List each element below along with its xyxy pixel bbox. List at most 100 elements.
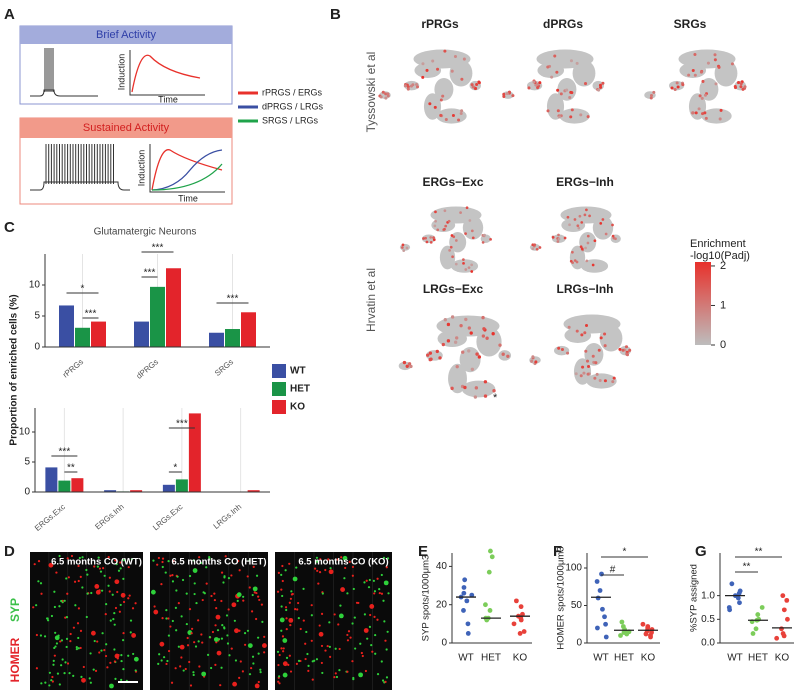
- umap-dot: [703, 93, 707, 97]
- puncta: [159, 641, 165, 647]
- curve: [151, 163, 223, 191]
- umap-dot: [453, 340, 458, 344]
- puncta: [352, 676, 355, 680]
- puncta: [50, 679, 53, 682]
- puncta: [367, 586, 371, 589]
- umap-dot: [428, 357, 432, 362]
- umap-dot: [569, 115, 573, 119]
- umap-cluster: [476, 327, 502, 357]
- umap-dot: [597, 88, 601, 92]
- puncta: [109, 661, 112, 664]
- puncta: [277, 571, 280, 574]
- umap-dot: [599, 85, 603, 89]
- umap-dot: [455, 364, 459, 369]
- point: [784, 597, 790, 603]
- umap-dot: [593, 376, 597, 380]
- umap-dot: [451, 113, 455, 118]
- puncta: [169, 574, 172, 577]
- umap-dot: [475, 82, 479, 87]
- puncta: [257, 595, 260, 598]
- y-tick-label: 5: [34, 311, 40, 322]
- umap-dot: [379, 95, 383, 99]
- puncta: [258, 598, 261, 602]
- umap-dot: [624, 345, 629, 349]
- puncta: [304, 657, 307, 661]
- puncta: [346, 592, 349, 595]
- puncta: [295, 662, 298, 665]
- umap-dot: [451, 255, 454, 259]
- point: [465, 621, 471, 627]
- puncta: [213, 637, 219, 642]
- puncta: [172, 560, 175, 563]
- puncta: [307, 669, 310, 672]
- puncta: [53, 590, 56, 593]
- puncta: [242, 595, 245, 598]
- umap-cluster: [573, 358, 592, 385]
- x-tick-label: KO: [513, 653, 528, 664]
- puncta: [276, 590, 280, 593]
- umap-dot: [531, 243, 535, 247]
- puncta: [224, 555, 227, 558]
- puncta: [279, 617, 285, 623]
- puncta: [181, 578, 185, 582]
- puncta: [228, 654, 231, 657]
- puncta: [167, 560, 170, 563]
- x-tick-label: WT: [593, 653, 609, 664]
- puncta: [106, 666, 109, 669]
- umap-cluster: [450, 259, 479, 273]
- puncta: [81, 677, 86, 683]
- puncta: [223, 627, 226, 630]
- puncta: [253, 591, 256, 594]
- puncta: [174, 667, 177, 670]
- puncta: [72, 674, 75, 677]
- puncta: [40, 682, 43, 685]
- puncta: [175, 629, 178, 632]
- umap-dot: [464, 232, 467, 235]
- puncta: [369, 604, 375, 609]
- point: [602, 614, 607, 620]
- puncta: [165, 617, 168, 620]
- puncta: [192, 671, 195, 674]
- umap-dot: [483, 394, 488, 398]
- puncta: [230, 647, 233, 650]
- puncta: [304, 642, 307, 645]
- umap-dot: [530, 359, 534, 363]
- puncta: [257, 680, 260, 684]
- puncta: [70, 554, 74, 558]
- puncta: [35, 667, 39, 670]
- puncta: [292, 576, 298, 582]
- umap-dot: [471, 236, 475, 240]
- umap-dot: [553, 54, 557, 58]
- puncta: [63, 672, 66, 675]
- puncta: [380, 660, 383, 663]
- puncta: [127, 597, 130, 600]
- puncta: [338, 647, 341, 651]
- umap-dot: [575, 260, 579, 264]
- legend-swatch: [272, 382, 286, 396]
- puncta: [277, 680, 280, 683]
- umap-dot: [421, 62, 425, 66]
- puncta: [115, 563, 118, 566]
- umap-dot: [401, 243, 405, 247]
- puncta: [89, 652, 92, 655]
- puncta: [378, 587, 381, 591]
- brief-header: [20, 26, 232, 44]
- puncta: [334, 672, 337, 675]
- puncta: [79, 646, 82, 650]
- umap-dot: [583, 331, 587, 335]
- puncta: [59, 640, 62, 643]
- puncta: [114, 579, 120, 585]
- point: [624, 631, 630, 637]
- umap-dot: [429, 240, 433, 244]
- puncta: [86, 573, 89, 576]
- puncta: [371, 650, 374, 653]
- sig-label: *: [173, 463, 177, 474]
- umap-dot: [585, 208, 588, 212]
- y-tick-label: 100: [565, 563, 582, 574]
- umap-dot: [425, 240, 429, 244]
- x-tick-label: KO: [641, 653, 656, 664]
- umap-dot: [386, 94, 390, 98]
- puncta: [254, 683, 260, 689]
- umap-dot: [570, 91, 574, 95]
- point: [595, 625, 600, 631]
